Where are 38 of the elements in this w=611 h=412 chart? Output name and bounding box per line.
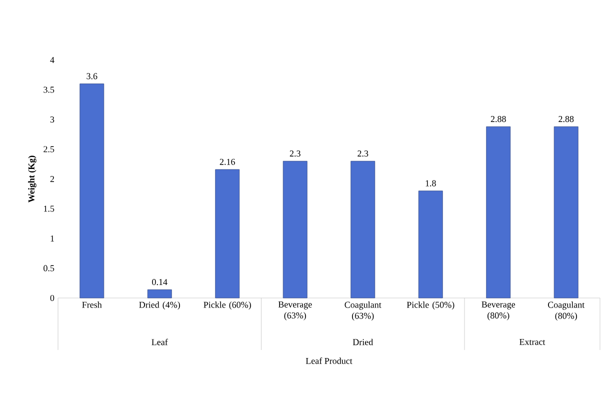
data-label: 2.16 <box>220 158 235 165</box>
bar <box>215 169 240 298</box>
y-tick-label: 2 <box>50 176 54 182</box>
data-label: 2.3 <box>290 150 300 157</box>
x-tick-label: Pickle (50%) <box>406 302 454 310</box>
bar <box>147 289 172 298</box>
x-tick-label: Beverage (80%) <box>482 302 516 320</box>
y-tick-label: 2.5 <box>44 146 54 152</box>
x-tick-label: Beverage (63%) <box>278 302 312 320</box>
y-axis-title: Weight (Kg) <box>28 156 36 202</box>
x-tick-label: Pickle (60%) <box>204 302 251 310</box>
y-tick-label: 1.5 <box>44 206 54 212</box>
bar <box>350 160 376 298</box>
x-tick-label: Dried (4%) <box>139 302 180 310</box>
y-tick-label: 4 <box>50 57 54 63</box>
text: Extract <box>520 338 546 345</box>
x-axis-title: Leaf Product <box>306 358 352 364</box>
y-tick-label: 0 <box>50 294 54 302</box>
data-label: 0.14 <box>152 279 168 286</box>
bar <box>554 126 578 298</box>
text: Dried <box>352 338 374 346</box>
y-tick-label: 0.5 <box>44 265 54 272</box>
x-tick-label: Fresh <box>82 302 102 308</box>
data-label: 2.3 <box>358 150 368 157</box>
bar <box>418 190 443 298</box>
data-label: 1.8 <box>426 180 436 186</box>
bar <box>486 126 511 298</box>
x-tick-label: Coagulant (63%) <box>344 302 382 321</box>
y-tick-label: 1 <box>50 236 54 242</box>
y-tick-label: 3.5 <box>44 86 54 93</box>
bar <box>80 84 104 298</box>
data-label: 2.88 <box>490 116 506 122</box>
text: Leaf <box>152 338 168 346</box>
y-tick-label: 3 <box>50 116 54 123</box>
x-tick-label: Coagulant (80%) <box>548 302 585 321</box>
data-label: 3.6 <box>86 73 98 80</box>
data-label: 2.88 <box>558 116 574 122</box>
bar <box>282 160 308 298</box>
